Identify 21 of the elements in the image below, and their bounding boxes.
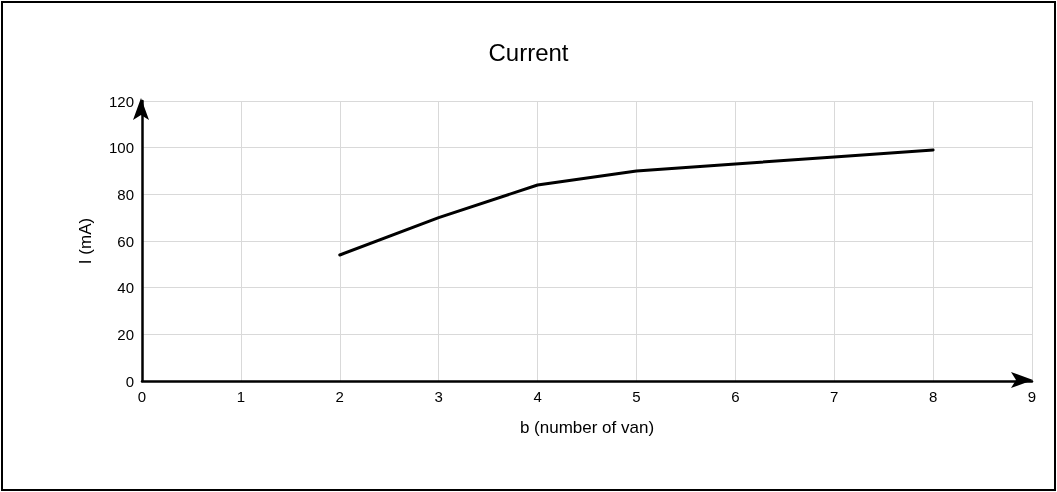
x-tick-label: 1 (236, 388, 246, 405)
y-tick-label: 20 (117, 325, 134, 343)
y-tick-label: 100 (108, 139, 134, 157)
x-tick-label: 5 (632, 388, 641, 405)
line-series (338, 148, 935, 257)
y-tick-label: 80 (117, 185, 134, 203)
x-tick-label: 7 (830, 388, 839, 405)
x-axis-title: b (number of van) (519, 418, 655, 437)
chart-title: Current (488, 38, 569, 66)
x-tick-label: 0 (137, 388, 147, 405)
y-axis-title: I (mA) (76, 217, 95, 265)
y-tick-label: 120 (108, 92, 134, 110)
x-tick-label: 4 (533, 388, 542, 405)
y-tick-label: 0 (125, 372, 134, 390)
x-tick-label: 9 (1027, 388, 1037, 405)
y-tick-label: 40 (117, 279, 134, 297)
x-tick-label: 6 (731, 388, 740, 405)
x-tick-label: 3 (434, 388, 443, 405)
y-tick-label: 60 (117, 232, 134, 250)
x-tick-label: 8 (928, 388, 938, 405)
x-tick-label: 2 (335, 388, 344, 405)
